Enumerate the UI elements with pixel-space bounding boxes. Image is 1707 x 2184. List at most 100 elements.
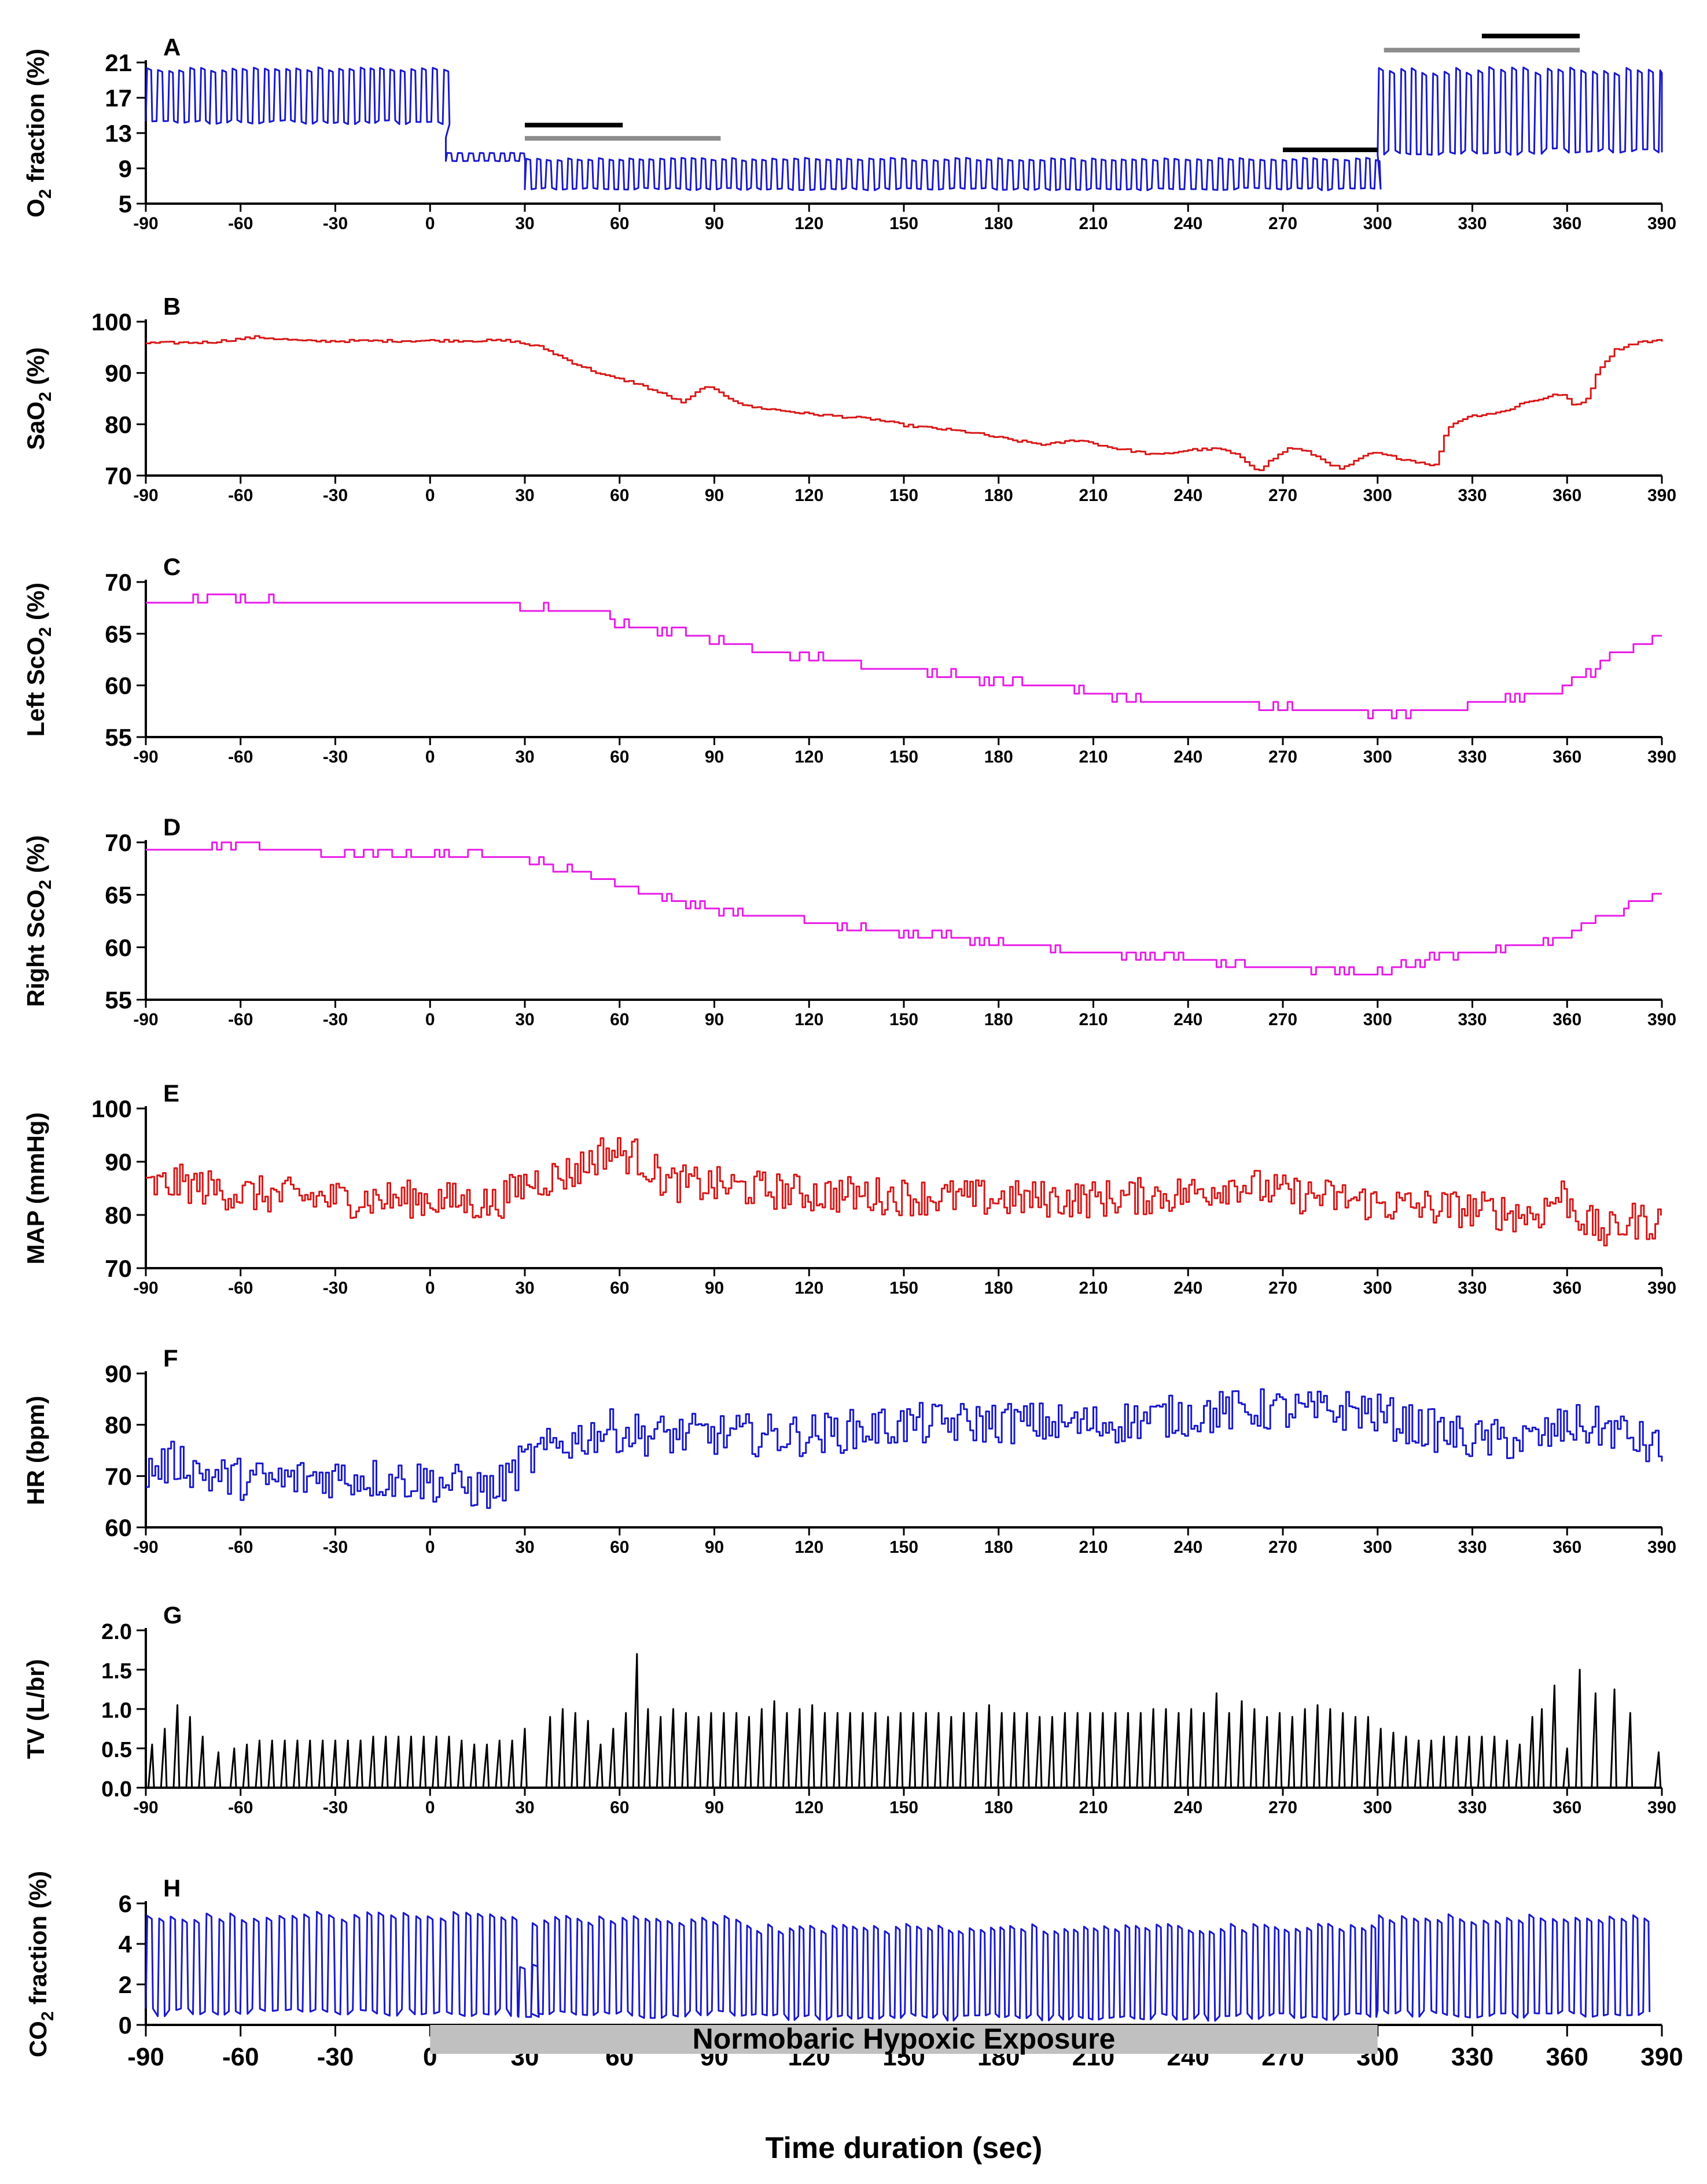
x-tick-label: 270	[1268, 1279, 1297, 1298]
y-tick-label: 2.0	[101, 1620, 132, 1644]
x-tick-label: 360	[1553, 1798, 1581, 1817]
x-tick-label: 210	[1079, 486, 1108, 505]
y-axis-title: TV (L/br)	[22, 1659, 49, 1759]
y-tick-label: 13	[105, 120, 132, 147]
x-tick-label: 300	[1363, 1010, 1392, 1029]
x-tick-label: -60	[222, 2043, 259, 2071]
x-tick-label: -30	[323, 1010, 348, 1029]
x-tick-label: 360	[1553, 486, 1581, 505]
hypoxic-exposure-label: Normobaric Hypoxic Exposure	[693, 2023, 1116, 2055]
x-tick-label: 0	[425, 1279, 435, 1298]
y-tick-label: 0.0	[101, 1777, 132, 1802]
x-tick-label: 390	[1640, 2043, 1683, 2071]
y-tick-label: 70	[105, 1463, 132, 1490]
x-tick-label: 180	[984, 747, 1013, 767]
y-axis-title: O2 fraction (%)	[22, 49, 55, 218]
x-tick-label: 210	[1079, 747, 1108, 767]
x-tick-label: -30	[323, 747, 348, 767]
series-line-h	[145, 1910, 1651, 2022]
x-tick-label: 270	[1268, 214, 1297, 233]
y-tick-label: 80	[105, 1412, 132, 1439]
x-tick-label: 180	[984, 1010, 1013, 1029]
x-tick-label: -90	[133, 1798, 158, 1817]
x-tick-label: 150	[889, 1538, 918, 1557]
panel-label: B	[163, 293, 181, 320]
x-tick-label: 300	[1363, 214, 1392, 233]
x-tick-label: -30	[323, 214, 348, 233]
x-tick-label: 60	[610, 1279, 629, 1298]
x-tick-label: 360	[1553, 1538, 1581, 1557]
x-tick-label: 90	[705, 1538, 724, 1557]
x-tick-label: 60	[610, 486, 629, 505]
y-tick-label: 2	[119, 1971, 132, 1998]
x-tick-label: 300	[1363, 747, 1392, 767]
x-tick-label: 30	[515, 1279, 534, 1298]
y-tick-label: 65	[105, 620, 132, 647]
x-tick-label: -90	[133, 214, 158, 233]
y-axis-title-main: Left ScO	[22, 636, 49, 736]
x-tick-label: 270	[1268, 486, 1297, 505]
x-tick-label: 330	[1451, 2043, 1493, 2071]
x-tick-label: 360	[1553, 1010, 1581, 1029]
y-axis-title-rest: fraction (%)	[22, 49, 49, 189]
y-axis-title-main: MAP (mmHg)	[22, 1113, 49, 1265]
x-tick-label: 120	[794, 747, 823, 767]
x-tick-label: -60	[228, 214, 253, 233]
y-axis-title-subscript: 2	[36, 627, 55, 637]
y-tick-label: 6	[119, 1890, 132, 1917]
panel-g: 0.0 0.5 1.0 1.5 2.0 -90 -60 -30 0 30 60 90 120 150 180…	[22, 1601, 1676, 1817]
x-tick-label: 240	[1173, 214, 1202, 233]
y-tick-label: 100	[91, 1095, 132, 1122]
x-tick-label: 0	[425, 1010, 435, 1029]
x-tick-label: 270	[1268, 1010, 1297, 1029]
x-tick-label: -90	[133, 747, 158, 767]
panel-label: F	[163, 1345, 178, 1372]
x-tick-label: 330	[1458, 747, 1487, 767]
x-tick-label: -60	[228, 747, 253, 767]
x-tick-label: 180	[984, 1279, 1013, 1298]
x-tick-label: 120	[794, 1538, 823, 1557]
x-tick-label: 120	[794, 1798, 823, 1817]
x-tick-label: 150	[889, 1798, 918, 1817]
x-tick-label: 210	[1079, 1538, 1108, 1557]
y-tick-label: 60	[105, 1514, 132, 1541]
x-tick-label: 240	[1173, 1798, 1202, 1817]
x-tick-label: 60	[610, 747, 629, 767]
x-tick-label: 90	[705, 747, 724, 767]
x-tick-label: 180	[984, 486, 1013, 505]
x-tick-label: 150	[889, 747, 918, 767]
y-axis-title-main: O	[22, 198, 49, 218]
y-axis-title: Right ScO2 (%)	[22, 835, 55, 1007]
x-tick-label: -30	[323, 1279, 348, 1298]
x-tick-label: 240	[1173, 747, 1202, 767]
x-tick-label: 150	[889, 1010, 918, 1029]
y-tick-label: 60	[105, 934, 132, 961]
panel-b: 70 80 90 100 -90 -60 -30 0 30 60 90 120 150 180 210 240…	[22, 293, 1676, 505]
x-tick-label: 90	[705, 1798, 724, 1817]
y-axis-title-main: HR (bpm)	[22, 1396, 49, 1505]
y-tick-label: 100	[91, 308, 132, 336]
series-line-a	[145, 66, 1663, 191]
x-tick-label: 60	[610, 1798, 629, 1817]
x-tick-label: 210	[1079, 214, 1108, 233]
y-axis-title-main: SaO	[22, 402, 49, 450]
y-axis-title-main: Right ScO	[22, 889, 49, 1007]
y-tick-label: 70	[105, 829, 132, 856]
x-tick-label: 360	[1553, 214, 1581, 233]
x-tick-label: 30	[515, 1798, 534, 1817]
x-tick-label: 390	[1647, 1538, 1676, 1557]
series-line-e	[146, 1137, 1662, 1247]
x-tick-label: -60	[228, 1010, 253, 1029]
y-tick-label: 80	[105, 411, 132, 438]
panel-label: C	[163, 553, 181, 580]
y-tick-label: 80	[105, 1202, 132, 1229]
y-axis-title-rest: (%)	[22, 835, 49, 880]
x-tick-label: 60	[610, 1538, 629, 1557]
hypoxic-exposure-band	[430, 2025, 1378, 2054]
x-tick-label: -30	[323, 486, 348, 505]
y-tick-label: 90	[105, 1360, 132, 1387]
y-tick-label: 70	[105, 569, 132, 596]
x-tick-label: 60	[610, 1010, 629, 1029]
x-tick-label: 390	[1647, 747, 1676, 767]
